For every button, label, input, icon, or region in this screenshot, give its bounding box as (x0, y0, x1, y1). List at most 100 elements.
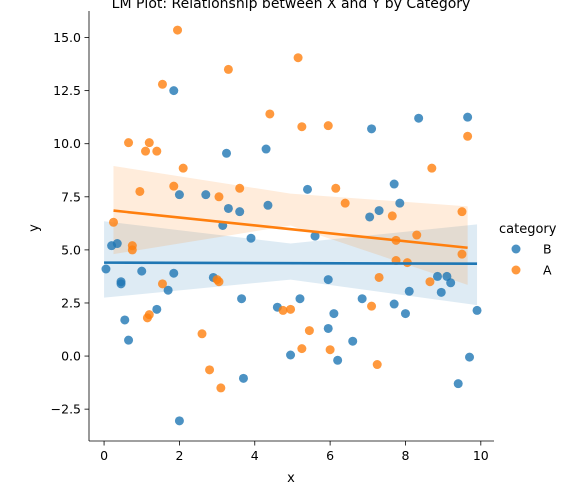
y-tick-label: 5.0 (61, 242, 81, 257)
point-b (324, 275, 333, 284)
x-tick-label: 4 (251, 448, 259, 463)
point-a (141, 147, 150, 156)
point-b (152, 305, 161, 314)
point-a (173, 26, 182, 35)
point-a (265, 109, 274, 118)
point-a (425, 277, 434, 286)
x-tick-label: 10 (473, 448, 489, 463)
point-b (113, 239, 122, 248)
point-b (303, 185, 312, 194)
point-a (135, 187, 144, 196)
legend: category B A (499, 222, 557, 278)
point-b (463, 113, 472, 122)
point-b (414, 114, 423, 123)
y-axis-ticks: −2.5 0.0 2.5 5.0 7.5 10.0 12.5 15.0 (51, 30, 89, 417)
point-a (375, 273, 384, 282)
point-b (239, 374, 248, 383)
point-a (457, 250, 466, 259)
point-b (333, 356, 342, 365)
point-b (120, 315, 129, 324)
point-b (454, 379, 463, 388)
point-a (224, 65, 233, 74)
legend-label-a: A (543, 263, 552, 278)
x-tick-label: 8 (401, 448, 409, 463)
point-a (145, 310, 154, 319)
point-a (214, 192, 223, 201)
y-tick-label: 10.0 (53, 136, 81, 151)
y-axis-label: y (27, 224, 42, 232)
point-a (145, 138, 154, 147)
point-a (169, 182, 178, 191)
point-a (326, 345, 335, 354)
point-b (465, 353, 474, 362)
y-tick-label: 7.5 (61, 189, 81, 204)
point-b (348, 337, 357, 346)
point-b (201, 190, 210, 199)
point-a (294, 53, 303, 62)
point-b (237, 294, 246, 303)
point-b (137, 267, 146, 276)
point-b (375, 206, 384, 215)
y-tick-label: 0.0 (61, 349, 81, 364)
point-a (373, 360, 382, 369)
point-a (367, 302, 376, 311)
point-a (324, 121, 333, 130)
point-b (262, 145, 271, 154)
point-a (286, 305, 295, 314)
point-b (286, 351, 295, 360)
x-axis-ticks: 0 2 4 6 8 10 (100, 441, 489, 463)
point-a (427, 164, 436, 173)
point-b (437, 288, 446, 297)
point-a (305, 326, 314, 335)
point-b (473, 306, 482, 315)
chart-title: LM Plot: Relationship between X and Y by… (112, 0, 471, 12)
point-b (390, 180, 399, 189)
x-axis-label: x (287, 471, 295, 486)
point-a (158, 80, 167, 89)
point-b (117, 279, 126, 288)
point-b (101, 265, 110, 274)
point-b (324, 324, 333, 333)
point-b (395, 199, 404, 208)
point-a (331, 184, 340, 193)
x-tick-label: 6 (326, 448, 334, 463)
point-b (401, 309, 410, 318)
legend-marker-b (512, 245, 521, 254)
y-tick-label: 12.5 (53, 83, 81, 98)
x-tick-label: 2 (175, 448, 183, 463)
y-tick-label: 2.5 (61, 295, 81, 310)
point-a (198, 329, 207, 338)
point-b (175, 190, 184, 199)
point-b (358, 294, 367, 303)
legend-title: category (499, 222, 557, 237)
regression-line-b (104, 263, 477, 264)
point-a (279, 306, 288, 315)
point-b (224, 204, 233, 213)
point-a (152, 147, 161, 156)
point-a (109, 218, 118, 227)
point-b (169, 86, 178, 95)
x-tick-label: 0 (100, 448, 108, 463)
point-b (235, 207, 244, 216)
point-a (128, 245, 137, 254)
point-b (367, 124, 376, 133)
point-a (297, 122, 306, 131)
point-b (365, 212, 374, 221)
point-b (405, 287, 414, 296)
point-a (205, 365, 214, 374)
point-a (235, 184, 244, 193)
point-b (433, 272, 442, 281)
point-a (388, 211, 397, 220)
legend-marker-a (512, 266, 521, 275)
point-a (341, 199, 350, 208)
point-a (463, 132, 472, 141)
point-a (158, 279, 167, 288)
legend-label-b: B (543, 242, 552, 257)
point-b (329, 309, 338, 318)
point-b (175, 416, 184, 425)
y-tick-label: 15.0 (53, 30, 81, 45)
point-a (179, 164, 188, 173)
point-b (222, 149, 231, 158)
point-a (216, 383, 225, 392)
point-b (263, 201, 272, 210)
